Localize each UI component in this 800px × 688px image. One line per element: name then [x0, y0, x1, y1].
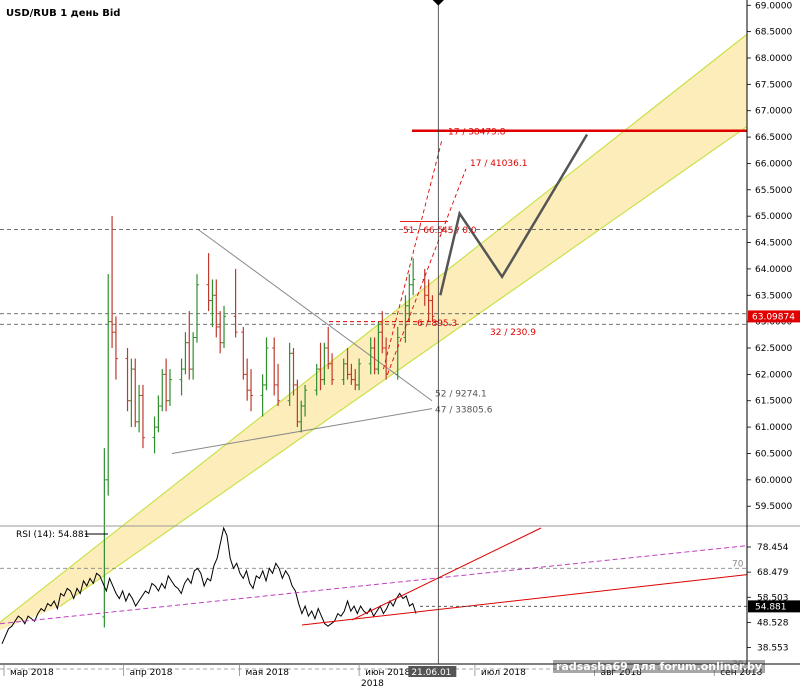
x-tick-label-2: мая 2018	[245, 668, 289, 678]
crosshair-time-box	[408, 666, 457, 677]
y-tick-label-2: 68.0000	[755, 54, 792, 64]
rsi-value-tag	[748, 600, 800, 613]
x-tick-label-3: июн 2018	[365, 668, 410, 678]
y-tick-label-14: 62.0000	[755, 370, 792, 380]
annotation-6: 52 / 9274.1	[435, 390, 487, 400]
rsi-tick-label-1: 68.479	[757, 568, 789, 578]
rsi-dashed-trendline	[0, 545, 748, 625]
last-price-tag	[748, 310, 800, 323]
rsi-red-trendline-2	[351, 527, 542, 621]
x-axis-year: 2018	[361, 679, 384, 688]
crosshair-time-label: 21.06.01	[411, 668, 451, 678]
rsi-red-trendline-1	[301, 574, 748, 626]
watermark: radsasha69 для forum.onliner.by	[553, 660, 766, 673]
y-tick-label-17: 60.5000	[755, 449, 792, 459]
y-tick-label-0: 69.0000	[755, 1, 792, 11]
y-tick-label-3: 67.5000	[755, 80, 792, 90]
y-tick-label-10: 64.0000	[755, 265, 792, 275]
triangle-upper-line	[197, 228, 433, 402]
annotation-5: 32 / 230.9	[490, 328, 536, 338]
rsi-tick-label-0: 78.454	[757, 543, 789, 553]
rsi-tick-label-3: 48.528	[757, 618, 789, 628]
x-tick-label-6: сен 2018	[720, 668, 762, 678]
y-tick-label-5: 66.5000	[755, 133, 792, 143]
rsi-value-label: 54.881	[755, 602, 787, 612]
y-tick-label-18: 60.0000	[755, 476, 792, 486]
red-dashed-2	[387, 168, 467, 375]
projection-path	[439, 133, 589, 296]
y-tick-label-12: 63.0000	[755, 318, 792, 328]
last-price-label: 63.09874	[752, 312, 795, 322]
x-tick-label-0: мар 2018	[10, 668, 54, 678]
rsi-pane: 70 30	[0, 526, 748, 670]
y-tick-label-1: 68.5000	[755, 28, 792, 38]
y-tick-label-6: 66.0000	[755, 159, 792, 169]
x-tick-label-5: авг 2018	[601, 668, 643, 678]
annotation-1: 17 / 41036.1	[470, 159, 527, 169]
y-tick-label-7: 65.5000	[755, 186, 792, 196]
annotation-7: 47 / 33805.6	[435, 405, 493, 415]
rsi-tick-label-4: 38.553	[757, 643, 789, 653]
annotation-3: 45 / 0.0	[442, 226, 477, 236]
rsi-level-label-0: 70	[732, 559, 744, 569]
annotation-4: 6 / 895.3	[417, 319, 457, 329]
annotation-0: 17 / 38479.8	[448, 127, 506, 137]
y-tick-label-15: 61.5000	[755, 397, 792, 407]
price-background	[0, 0, 747, 522]
y-tick-label-4: 67.0000	[755, 107, 792, 117]
triangle-lower-line	[171, 408, 433, 454]
rsi-title: RSI (14): 54.881	[16, 530, 90, 540]
rsi-tick-label-2: 58.503	[757, 593, 789, 603]
rsi-level-label-1: 30	[732, 660, 744, 670]
channel-fill	[0, 34, 747, 631]
price-pane: 17 / 38479.8 17 / 41036.1 51 / 66.545 / 0.…	[0, 0, 748, 631]
y-tick-label-9: 64.5000	[755, 239, 792, 249]
x-tick-label-1: апр 2018	[130, 668, 173, 678]
annotation-2: 51 / 66.5	[403, 226, 443, 236]
y-tick-label-11: 63.5000	[755, 291, 792, 301]
y-tick-label-13: 62.5000	[755, 344, 792, 354]
x-tick-label-4: июл 2018	[481, 668, 526, 678]
y-tick-label-8: 65.0000	[755, 212, 792, 222]
rsi-line	[1, 526, 417, 645]
chart-title: USD/RUB 1 день Bid	[6, 8, 121, 19]
channel-upper-line	[0, 33, 748, 624]
red-dashed-1	[383, 139, 443, 370]
y-tick-label-16: 61.0000	[755, 423, 792, 433]
y-tick-label-19: 59.5000	[755, 502, 792, 512]
